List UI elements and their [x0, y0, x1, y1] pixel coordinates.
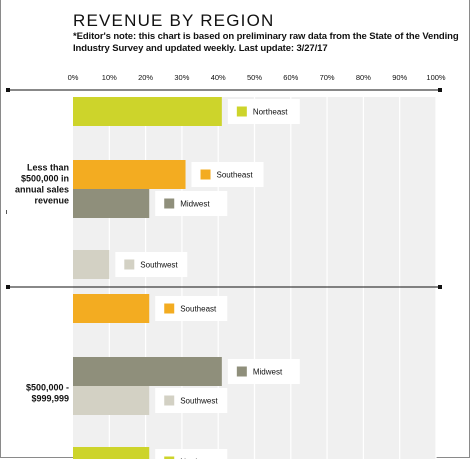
divider-marker [6, 88, 10, 92]
series-label: Southeast [217, 171, 254, 180]
series-label: Southeast [180, 305, 217, 314]
bar-southeast [73, 294, 150, 323]
bar-northeast [73, 447, 150, 459]
divider-marker [438, 285, 442, 289]
label-box [155, 449, 228, 459]
legend-swatch [200, 169, 211, 180]
edge-tick [6, 210, 7, 214]
legend-swatch [164, 303, 175, 314]
series-label: Midwest [253, 368, 283, 377]
series-label: Midwest [180, 200, 210, 209]
group-label: $500,000 -$999,999 [26, 383, 69, 404]
legend-swatch [236, 366, 247, 377]
series-label: Southwest [140, 261, 178, 270]
x-tick-label: 90% [392, 73, 407, 82]
divider-marker [6, 285, 10, 289]
legend-swatch [164, 395, 175, 406]
series-label: Northeast [180, 458, 215, 459]
x-tick-label: 80% [356, 73, 371, 82]
x-tick-label: 60% [283, 73, 298, 82]
bar-midwest [73, 357, 222, 386]
x-tick-label: 50% [247, 73, 262, 82]
bar-southwest [73, 250, 110, 279]
bar-southeast [73, 160, 186, 189]
legend-swatch [164, 456, 175, 459]
x-tick-label: 70% [320, 73, 335, 82]
bar-midwest [73, 189, 150, 218]
bar-northeast [73, 97, 222, 126]
x-tick-label: 100% [426, 73, 446, 82]
group-label: Less than $500,000 in annual sales revenue [15, 163, 69, 206]
x-tick-label: 10% [102, 73, 117, 82]
chart-note: *Editor's note: this chart is based on p… [73, 31, 459, 54]
divider-marker [438, 88, 442, 92]
chart-title: REVENUE BY REGION [73, 11, 275, 30]
x-tick-label: 30% [174, 73, 189, 82]
x-tick-label: 40% [211, 73, 226, 82]
bar-southwest [73, 386, 150, 415]
x-tick-label: 0% [68, 73, 79, 82]
series-label: Northeast [253, 108, 288, 117]
legend-swatch [164, 198, 175, 209]
series-label: Southwest [180, 397, 218, 406]
legend-swatch [124, 259, 135, 270]
x-tick-label: 20% [138, 73, 153, 82]
legend-swatch [236, 106, 247, 117]
